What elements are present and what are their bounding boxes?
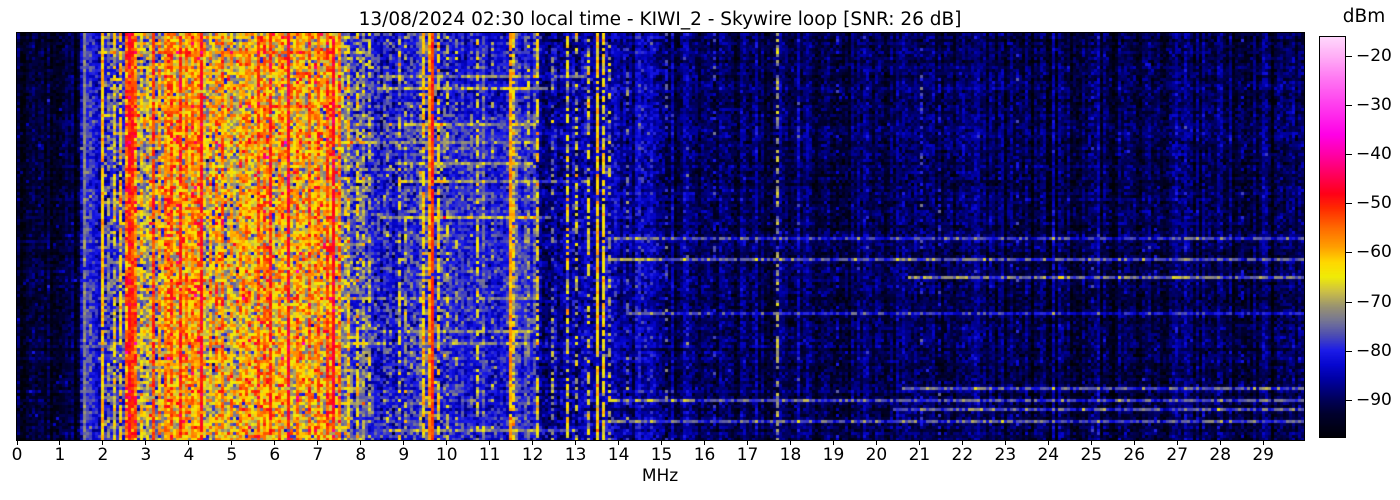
x-tick-label: 5 [226,445,238,465]
x-tick-mark [661,441,663,445]
x-tick-mark [1133,441,1135,445]
x-tick-label: 25 [1080,445,1103,465]
plot-title: 13/08/2024 02:30 local time - KIWI_2 - S… [358,9,962,30]
x-tick-mark [1219,441,1221,445]
x-tick-label: 14 [607,445,630,465]
x-tick-mark [1047,441,1049,445]
colorbar-tick-label: −60 [1356,242,1392,263]
x-tick-label: 27 [1166,445,1189,465]
x-tick-mark [489,441,491,445]
x-tick-mark [575,441,577,445]
x-tick-mark [16,441,18,445]
x-tick-mark [360,441,362,445]
x-tick-label: 19 [822,445,845,465]
colorbar-tick-mark [1346,105,1352,107]
x-tick-label: 0 [11,445,23,465]
x-tick-mark [403,441,405,445]
x-tick-mark [1004,441,1006,445]
colorbar-tick-label: −20 [1356,46,1392,67]
x-tick-label: 20 [865,445,888,465]
x-tick-mark [446,441,448,445]
colorbar-tick-label: −30 [1356,95,1392,116]
x-tick-label: 18 [779,445,802,465]
x-tick-mark [875,441,877,445]
x-tick-label: 22 [951,445,974,465]
colorbar-tick-mark [1346,301,1352,303]
x-tick-mark [1176,441,1178,445]
waterfall-canvas [17,33,1304,440]
x-tick-label: 24 [1037,445,1060,465]
x-tick-mark [918,441,920,445]
x-tick-label: 9 [398,445,410,465]
x-tick-mark [747,441,749,445]
x-tick-label: 10 [435,445,458,465]
x-tick-mark [145,441,147,445]
x-tick-mark [59,441,61,445]
x-tick-mark [1090,441,1092,445]
plot-area [16,32,1305,441]
x-tick-label: 21 [908,445,931,465]
x-tick-label: 11 [478,445,501,465]
x-tick-label: 15 [650,445,673,465]
x-tick-label: 17 [736,445,759,465]
colorbar [1319,36,1346,438]
colorbar-tick-label: −70 [1356,291,1392,312]
x-tick-mark [789,441,791,445]
x-tick-mark [961,441,963,445]
x-tick-mark [704,441,706,445]
x-tick-label: 6 [269,445,281,465]
colorbar-tick-mark [1346,56,1352,58]
x-tick-label: 23 [994,445,1017,465]
colorbar-tick-label: −40 [1356,144,1392,165]
x-tick-mark [1262,441,1264,445]
x-tick-label: 16 [693,445,716,465]
x-tick-label: 13 [564,445,587,465]
x-tick-label: 3 [140,445,152,465]
colorbar-tick-mark [1346,399,1352,401]
colorbar-tick-label: −90 [1356,389,1392,410]
x-tick-label: 26 [1123,445,1146,465]
x-tick-mark [317,441,319,445]
x-tick-label: 2 [97,445,109,465]
colorbar-label: dBm [1342,6,1386,27]
x-axis-label: MHz [641,466,679,486]
x-tick-mark [188,441,190,445]
x-tick-mark [832,441,834,445]
colorbar-tick-mark [1346,154,1352,156]
x-tick-label: 12 [521,445,544,465]
colorbar-tick-label: −80 [1356,340,1392,361]
colorbar-tick-mark [1346,203,1352,205]
x-tick-mark [532,441,534,445]
colorbar-canvas [1320,37,1345,437]
x-tick-label: 4 [183,445,195,465]
colorbar-tick-mark [1346,350,1352,352]
x-tick-mark [274,441,276,445]
x-tick-mark [102,441,104,445]
x-tick-label: 1 [54,445,66,465]
x-tick-mark [618,441,620,445]
x-tick-label: 28 [1209,445,1232,465]
x-tick-label: 8 [355,445,367,465]
x-tick-mark [231,441,233,445]
colorbar-tick-label: −50 [1356,193,1392,214]
x-tick-label: 7 [312,445,324,465]
x-tick-label: 29 [1252,445,1274,465]
colorbar-tick-mark [1346,252,1352,254]
